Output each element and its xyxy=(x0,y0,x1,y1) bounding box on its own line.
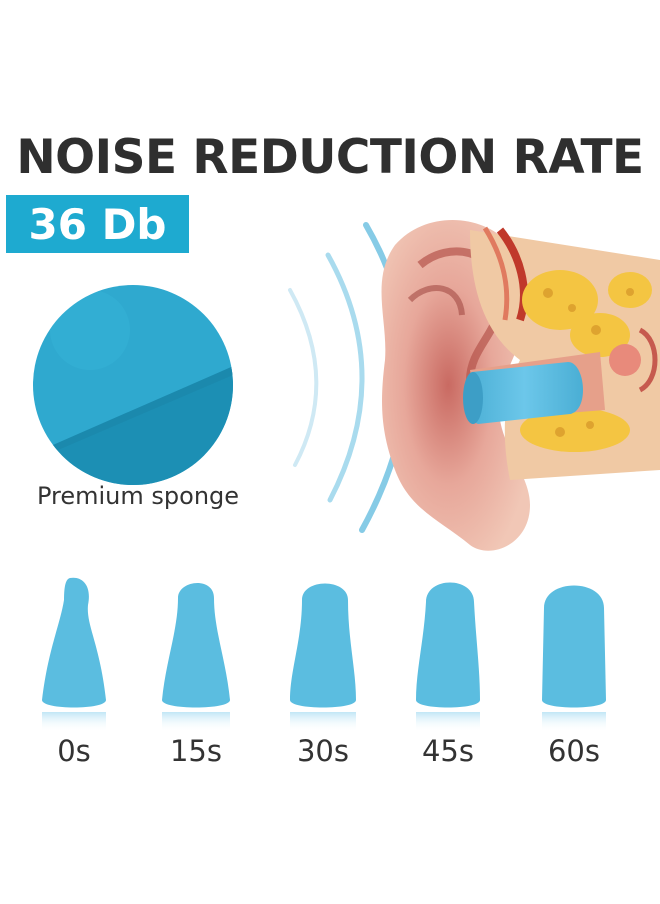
time-label-15s: 15s xyxy=(169,734,222,768)
headline: NOISE REDUCTION RATE xyxy=(16,130,644,185)
earplug-0s-icon xyxy=(42,577,106,732)
time-label-0s: 0s xyxy=(57,734,91,768)
earplug-30s-icon xyxy=(290,583,356,732)
time-label-45s: 45s xyxy=(421,734,474,768)
earplug-15s-icon xyxy=(162,582,230,732)
time-label-30s: 30s xyxy=(296,734,349,768)
earplug-60s-icon xyxy=(542,585,606,732)
ear-cross-section-icon xyxy=(381,219,660,551)
earplug-45s-icon xyxy=(416,582,480,732)
sponge-closeup-icon xyxy=(33,285,233,485)
noise-rating-badge: 36 Db xyxy=(6,195,189,253)
sponge-label: Premium sponge xyxy=(36,482,240,510)
time-label-60s: 60s xyxy=(547,734,600,768)
